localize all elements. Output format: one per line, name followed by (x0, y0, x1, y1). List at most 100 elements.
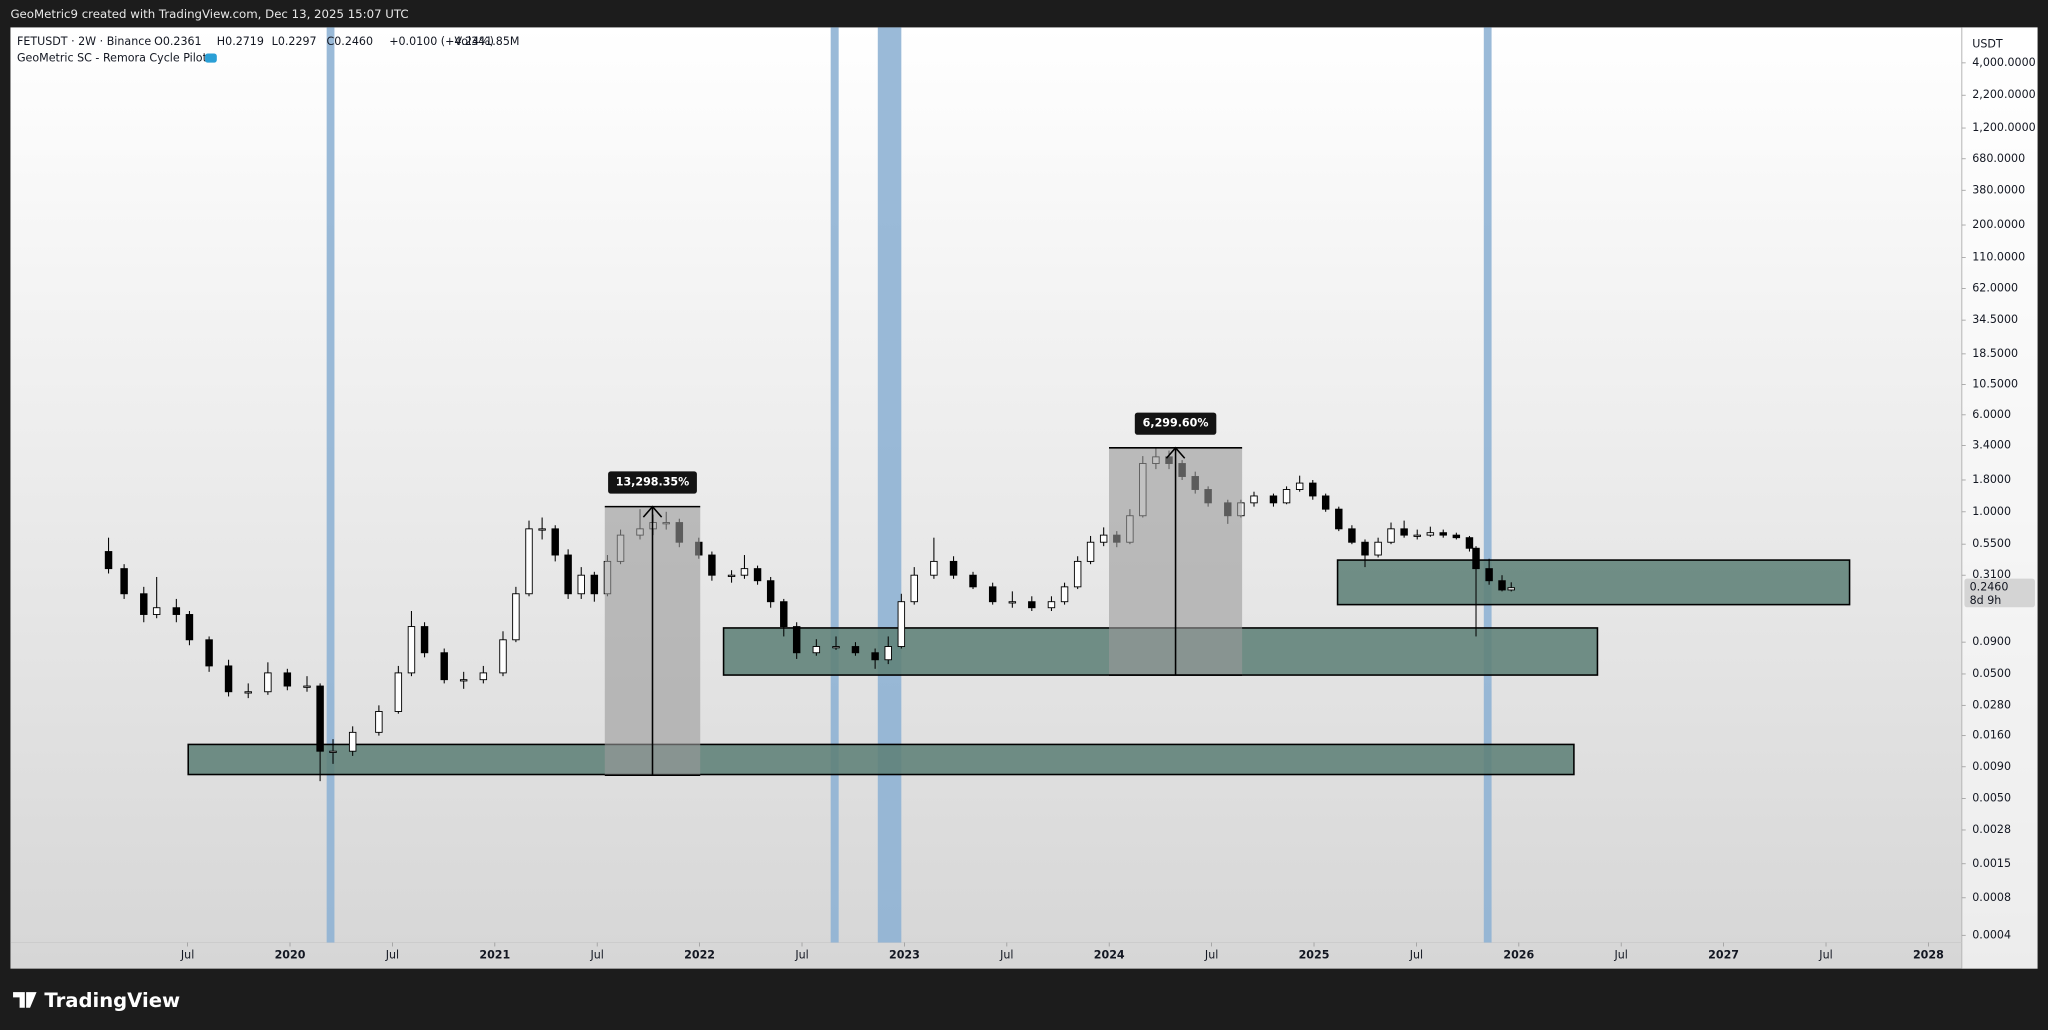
last-price-badge (1964, 578, 2035, 608)
candle-body (329, 750, 337, 753)
candle-body (479, 672, 488, 681)
candle-body (1485, 568, 1493, 582)
candle-body (1099, 534, 1108, 543)
candle-body (205, 639, 213, 667)
header-text: GeoMetric9 created with TradingView.com,… (10, 7, 408, 21)
candle-body (1321, 495, 1330, 510)
candle-body (244, 691, 252, 694)
y-tick-label: 62.0000 (1972, 281, 2018, 294)
candle-body (780, 601, 788, 628)
legend-change: +0.0100 (+4.24%) (389, 35, 494, 48)
candle-body (185, 614, 194, 641)
x-tick-label: Jul (180, 949, 194, 962)
chart-pane (10, 27, 2038, 969)
candle-body (1282, 489, 1291, 504)
candle-body (394, 672, 403, 712)
candle-body (512, 593, 520, 641)
candle-body (949, 560, 958, 576)
x-tick-label: Jul (590, 949, 604, 962)
candle-body (871, 652, 879, 661)
candle-body (897, 601, 906, 647)
x-tick-label: 2026 (1503, 949, 1534, 962)
y-tick-label: 0.0500 (1972, 667, 2011, 680)
plot: 13,298.35% 6,299.60% (104, 27, 1851, 943)
x-tick-label: 2021 (479, 949, 510, 962)
candle-body (910, 574, 918, 603)
countdown: 8d 9h (1970, 594, 2002, 607)
axes: 4,000.0000 2,200.0000 1,200.0000 680.0000 38… (180, 56, 2036, 962)
measure-arrowhead (1165, 446, 1186, 459)
candle-body (538, 528, 546, 531)
candle-body (1348, 528, 1356, 543)
cycle-band (326, 27, 335, 943)
x-tick-label: Jul (999, 949, 1013, 962)
candle-body (577, 574, 585, 595)
y-tick-label: 1.8000 (1972, 473, 2011, 486)
candle-body (1047, 601, 1056, 609)
candle-body (499, 639, 507, 674)
candle-body (792, 626, 801, 654)
candle-body (1250, 495, 1258, 504)
y-tick-label: 380.0000 (1972, 183, 2025, 196)
y-tick-label: 0.0050 (1972, 792, 2011, 805)
legend-open: O0.2361 (154, 35, 201, 48)
y-tick-label: 0.0004 (1972, 928, 2011, 941)
y-tick-label: 6.0000 (1972, 408, 2011, 421)
candle-body (1387, 528, 1395, 543)
y-tick-label: 0.0280 (1972, 698, 2011, 711)
candle-body (708, 554, 716, 576)
candle-body (884, 646, 892, 661)
candle-body (1008, 601, 1017, 604)
y-tick-label: 680.0000 (1972, 152, 2025, 165)
currency-badge (1965, 33, 2013, 54)
support-zone (1336, 559, 1851, 606)
candle-body (551, 528, 559, 556)
x-tick-label: 2028 (1913, 949, 1944, 962)
y-tick-label: 0.0160 (1972, 729, 2011, 742)
candle-body (1060, 586, 1069, 603)
candle-body (1400, 528, 1408, 536)
candle-body (316, 685, 324, 752)
legend-low: L0.2297 (272, 35, 317, 48)
candle-body (420, 626, 429, 654)
y-tick-label: 3.4000 (1972, 439, 2011, 452)
candle-body (1472, 547, 1480, 570)
indicator-icon (205, 53, 217, 63)
y-tick-label: 4,000.0000 (1972, 56, 2035, 69)
candle-body (930, 560, 938, 576)
candle-body (407, 626, 416, 674)
candle-body (753, 568, 762, 582)
measure-arrowhead (642, 505, 663, 518)
y-tick-label: 18.5000 (1972, 347, 2018, 360)
footer: TradingView (13, 989, 180, 1012)
x-tick-label: Jul (794, 949, 808, 962)
candle-body (988, 586, 997, 603)
y-tick-label: 110.0000 (1972, 250, 2025, 263)
x-tick-label: 2025 (1299, 949, 1330, 962)
cycle-band (877, 27, 902, 943)
x-tick-label: Jul (1409, 949, 1423, 962)
candle-body (969, 574, 977, 588)
price-axis (1961, 27, 2038, 969)
candle-body (120, 568, 128, 595)
candle-body (1374, 541, 1382, 556)
candle-body (1269, 495, 1278, 504)
measure-label: 13,298.35% (616, 475, 690, 488)
candle-body (224, 665, 233, 693)
legend-high: H0.2719 (217, 35, 264, 48)
legend-symbol: FETUSDT · 2W · Binance (17, 35, 151, 48)
x-tick-label: 2023 (889, 949, 920, 962)
candle-body (459, 679, 468, 682)
legend-volume: Vol341.85M (455, 35, 520, 48)
candle-body (348, 731, 357, 752)
y-tick-label: 10.5000 (1972, 378, 2018, 391)
y-tick-label: 1,200.0000 (1972, 121, 2035, 134)
candle-body (727, 574, 736, 577)
y-tick-label: 0.0015 (1972, 857, 2011, 870)
cycle-band (830, 27, 839, 943)
measure-label-bg (608, 471, 697, 494)
candle-body (1295, 482, 1304, 490)
candle-body (740, 568, 749, 576)
measure-label: 6,299.60% (1143, 417, 1209, 430)
